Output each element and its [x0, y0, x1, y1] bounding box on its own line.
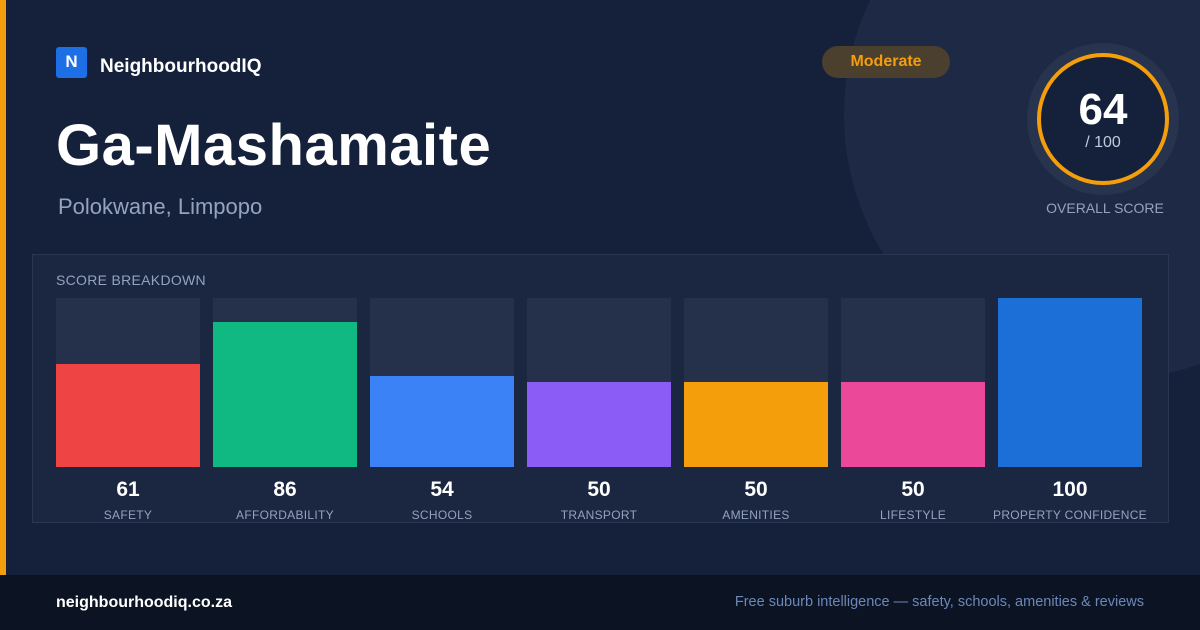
- bar-value: 50: [744, 478, 768, 501]
- breakdown-title: SCORE BREAKDOWN: [56, 272, 206, 288]
- bar-track: [841, 298, 985, 467]
- brand-name: NeighbourhoodIQ: [100, 56, 262, 77]
- bar-track: [527, 298, 671, 467]
- bar-track: [56, 298, 200, 467]
- bar-track: [370, 298, 514, 467]
- score-breakdown-panel: SCORE BREAKDOWN 61 SAFETY 86 AFFORDABILITY 5…: [32, 254, 1169, 523]
- score-bar-property-confidence: 100 PROPERTY CONFIDENCE: [993, 298, 1147, 522]
- overall-score-value: 64: [1078, 85, 1128, 134]
- score-bar-schools: 54 SCHOOLS: [370, 298, 514, 522]
- bar-label: PROPERTY CONFIDENCE: [993, 508, 1147, 522]
- bar-track: [684, 298, 828, 467]
- bar-track: [213, 298, 357, 467]
- bar-fill: [370, 376, 514, 467]
- bar-track: [998, 298, 1142, 467]
- bar-value: 100: [1052, 478, 1088, 501]
- bar-value: 50: [587, 478, 611, 501]
- footer-site-link[interactable]: neighbourhoodiq.co.za: [56, 594, 232, 611]
- score-bar-lifestyle: 50 LIFESTYLE: [841, 298, 985, 522]
- overall-score-ring: 64 / 100: [1027, 43, 1179, 195]
- logo-icon: N: [56, 46, 87, 78]
- bar-label: AMENITIES: [722, 508, 790, 522]
- bar-fill: [998, 298, 1142, 467]
- score-bar-affordability: 86 AFFORDABILITY: [213, 298, 357, 522]
- bar-label: SAFETY: [103, 508, 153, 522]
- bar-fill: [56, 364, 200, 467]
- suburb-title: Ga-Mashamaite: [56, 113, 492, 178]
- overall-score-caption: OVERALL SCORE: [1046, 200, 1164, 216]
- bar-value: 50: [901, 478, 925, 501]
- footer-tagline: Free suburb intelligence — safety, schoo…: [734, 594, 1144, 610]
- bar-label: SCHOOLS: [411, 508, 473, 522]
- overall-score-max: / 100: [1085, 134, 1121, 151]
- brand[interactable]: N NeighbourhoodIQ: [56, 46, 261, 78]
- suburb-location: Polokwane, Limpopo: [58, 194, 263, 219]
- bar-label: TRANSPORT: [560, 508, 638, 522]
- overall-score-circle: 64 / 100: [1037, 53, 1169, 185]
- rating-badge: Moderate: [822, 46, 950, 78]
- breakdown-bars: 61 SAFETY 86 AFFORDABILITY 54 SCHOOLS 50 TRANSP…: [56, 298, 1147, 522]
- bar-fill: [527, 382, 671, 467]
- footer: neighbourhoodiq.co.za Free suburb intell…: [0, 575, 1200, 630]
- score-bar-safety: 61 SAFETY: [56, 298, 200, 522]
- score-bar-transport: 50 TRANSPORT: [527, 298, 671, 522]
- bar-label: LIFESTYLE: [879, 508, 947, 522]
- bar-value: 61: [116, 478, 140, 501]
- bar-value: 86: [273, 478, 297, 501]
- bar-fill: [841, 382, 985, 467]
- bar-value: 54: [430, 478, 454, 501]
- bar-fill: [213, 322, 357, 467]
- accent-bar: [0, 0, 6, 575]
- bar-label: AFFORDABILITY: [236, 508, 334, 522]
- score-bar-amenities: 50 AMENITIES: [684, 298, 828, 522]
- bar-fill: [684, 382, 828, 467]
